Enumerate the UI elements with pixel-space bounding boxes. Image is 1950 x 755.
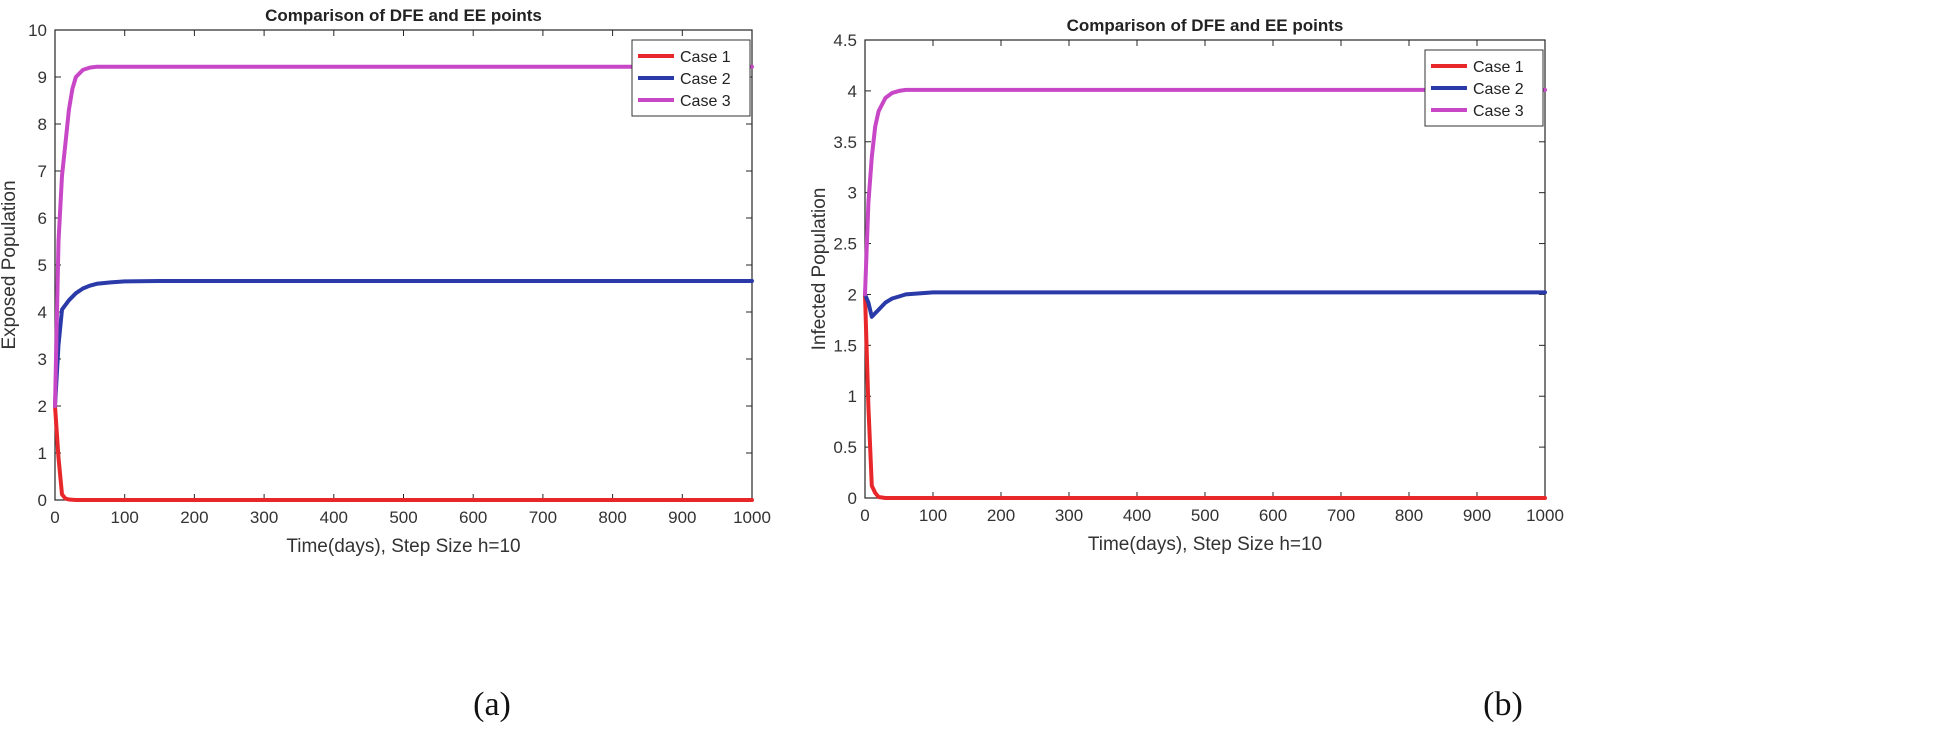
y-tick-label: 3.5 <box>833 133 857 152</box>
legend-label-case-1: Case 1 <box>1473 59 1524 76</box>
series-line-case-3 <box>53 64 754 408</box>
x-axis-label: Time(days), Step Size h=10 <box>1088 534 1322 555</box>
y-tick-label: 6 <box>38 209 47 228</box>
x-tick-label: 600 <box>1259 506 1287 525</box>
y-tick-label: 2.5 <box>833 235 857 254</box>
x-tick-label: 500 <box>389 508 417 527</box>
y-tick-label: 1 <box>848 387 857 406</box>
x-axis-label: Time(days), Step Size h=10 <box>286 536 520 557</box>
series-line-case-1 <box>53 404 754 502</box>
x-tick-label: 0 <box>50 508 59 527</box>
y-tick-label: 0 <box>848 489 857 508</box>
x-tick-label: 800 <box>1395 506 1423 525</box>
x-tick-label: 400 <box>320 508 348 527</box>
y-tick-label: 4 <box>848 82 857 101</box>
x-tick-label: 800 <box>598 508 626 527</box>
y-tick-label: 1.5 <box>833 336 857 355</box>
x-tick-label: 100 <box>919 506 947 525</box>
y-tick-label: 9 <box>38 68 47 87</box>
series-line-case-1 <box>863 292 1547 500</box>
x-tick-label: 200 <box>180 508 208 527</box>
legend-label-case-3: Case 3 <box>680 93 731 110</box>
y-tick-label: 8 <box>38 115 47 134</box>
chart-panel-a: Comparison of DFE and EE points 0 100 200 30… <box>0 6 771 723</box>
series-line-case-2 <box>53 279 754 408</box>
y-tick-label: 4.5 <box>833 31 857 50</box>
x-tick-label: 1000 <box>1526 506 1564 525</box>
y-tick-label: 3 <box>848 184 857 203</box>
y-tick-label: 4 <box>38 303 47 322</box>
chart-panel-b: Comparison of DFE and EE points 0 100 200 30… <box>809 0 1950 755</box>
series-line-case-3 <box>863 87 1547 297</box>
y-tick-label: 10 <box>28 21 47 40</box>
x-tick-label: 600 <box>459 508 487 527</box>
x-tick-label: 900 <box>668 508 696 527</box>
x-tick-label: 1000 <box>733 508 771 527</box>
series-line-case-2 <box>863 290 1547 319</box>
y-tick-label: 3 <box>38 350 47 369</box>
panel-label-b: (b) <box>1483 686 1523 723</box>
x-tick-label: 900 <box>1463 506 1491 525</box>
y-tick-label: 2 <box>38 397 47 416</box>
x-tick-label: 300 <box>1055 506 1083 525</box>
x-tick-label: 700 <box>1327 506 1355 525</box>
panel-label-a: (a) <box>473 686 511 723</box>
x-tick-label: 500 <box>1191 506 1219 525</box>
chart-title: Comparison of DFE and EE points <box>1067 16 1344 35</box>
y-axis-label: Infected Population <box>809 188 830 351</box>
y-tick-label: 2 <box>848 285 857 304</box>
x-tick-label: 0 <box>860 506 869 525</box>
legend-label-case-3: Case 3 <box>1473 103 1524 120</box>
y-tick-label: 0.5 <box>833 438 857 457</box>
y-tick-label: 1 <box>38 444 47 463</box>
x-tick-label: 700 <box>529 508 557 527</box>
x-tick-label: 300 <box>250 508 278 527</box>
y-tick-label: 0 <box>38 491 47 510</box>
legend-label-case-1: Case 1 <box>680 49 731 66</box>
y-axis-label: Exposed Population <box>0 180 20 349</box>
chart-title: Comparison of DFE and EE points <box>265 6 542 25</box>
y-tick-label: 7 <box>38 162 47 181</box>
x-tick-label: 100 <box>111 508 139 527</box>
legend-label-case-2: Case 2 <box>680 71 731 88</box>
y-tick-label: 5 <box>38 256 47 275</box>
x-tick-label: 200 <box>987 506 1015 525</box>
x-tick-label: 400 <box>1123 506 1151 525</box>
legend-label-case-2: Case 2 <box>1473 81 1524 98</box>
